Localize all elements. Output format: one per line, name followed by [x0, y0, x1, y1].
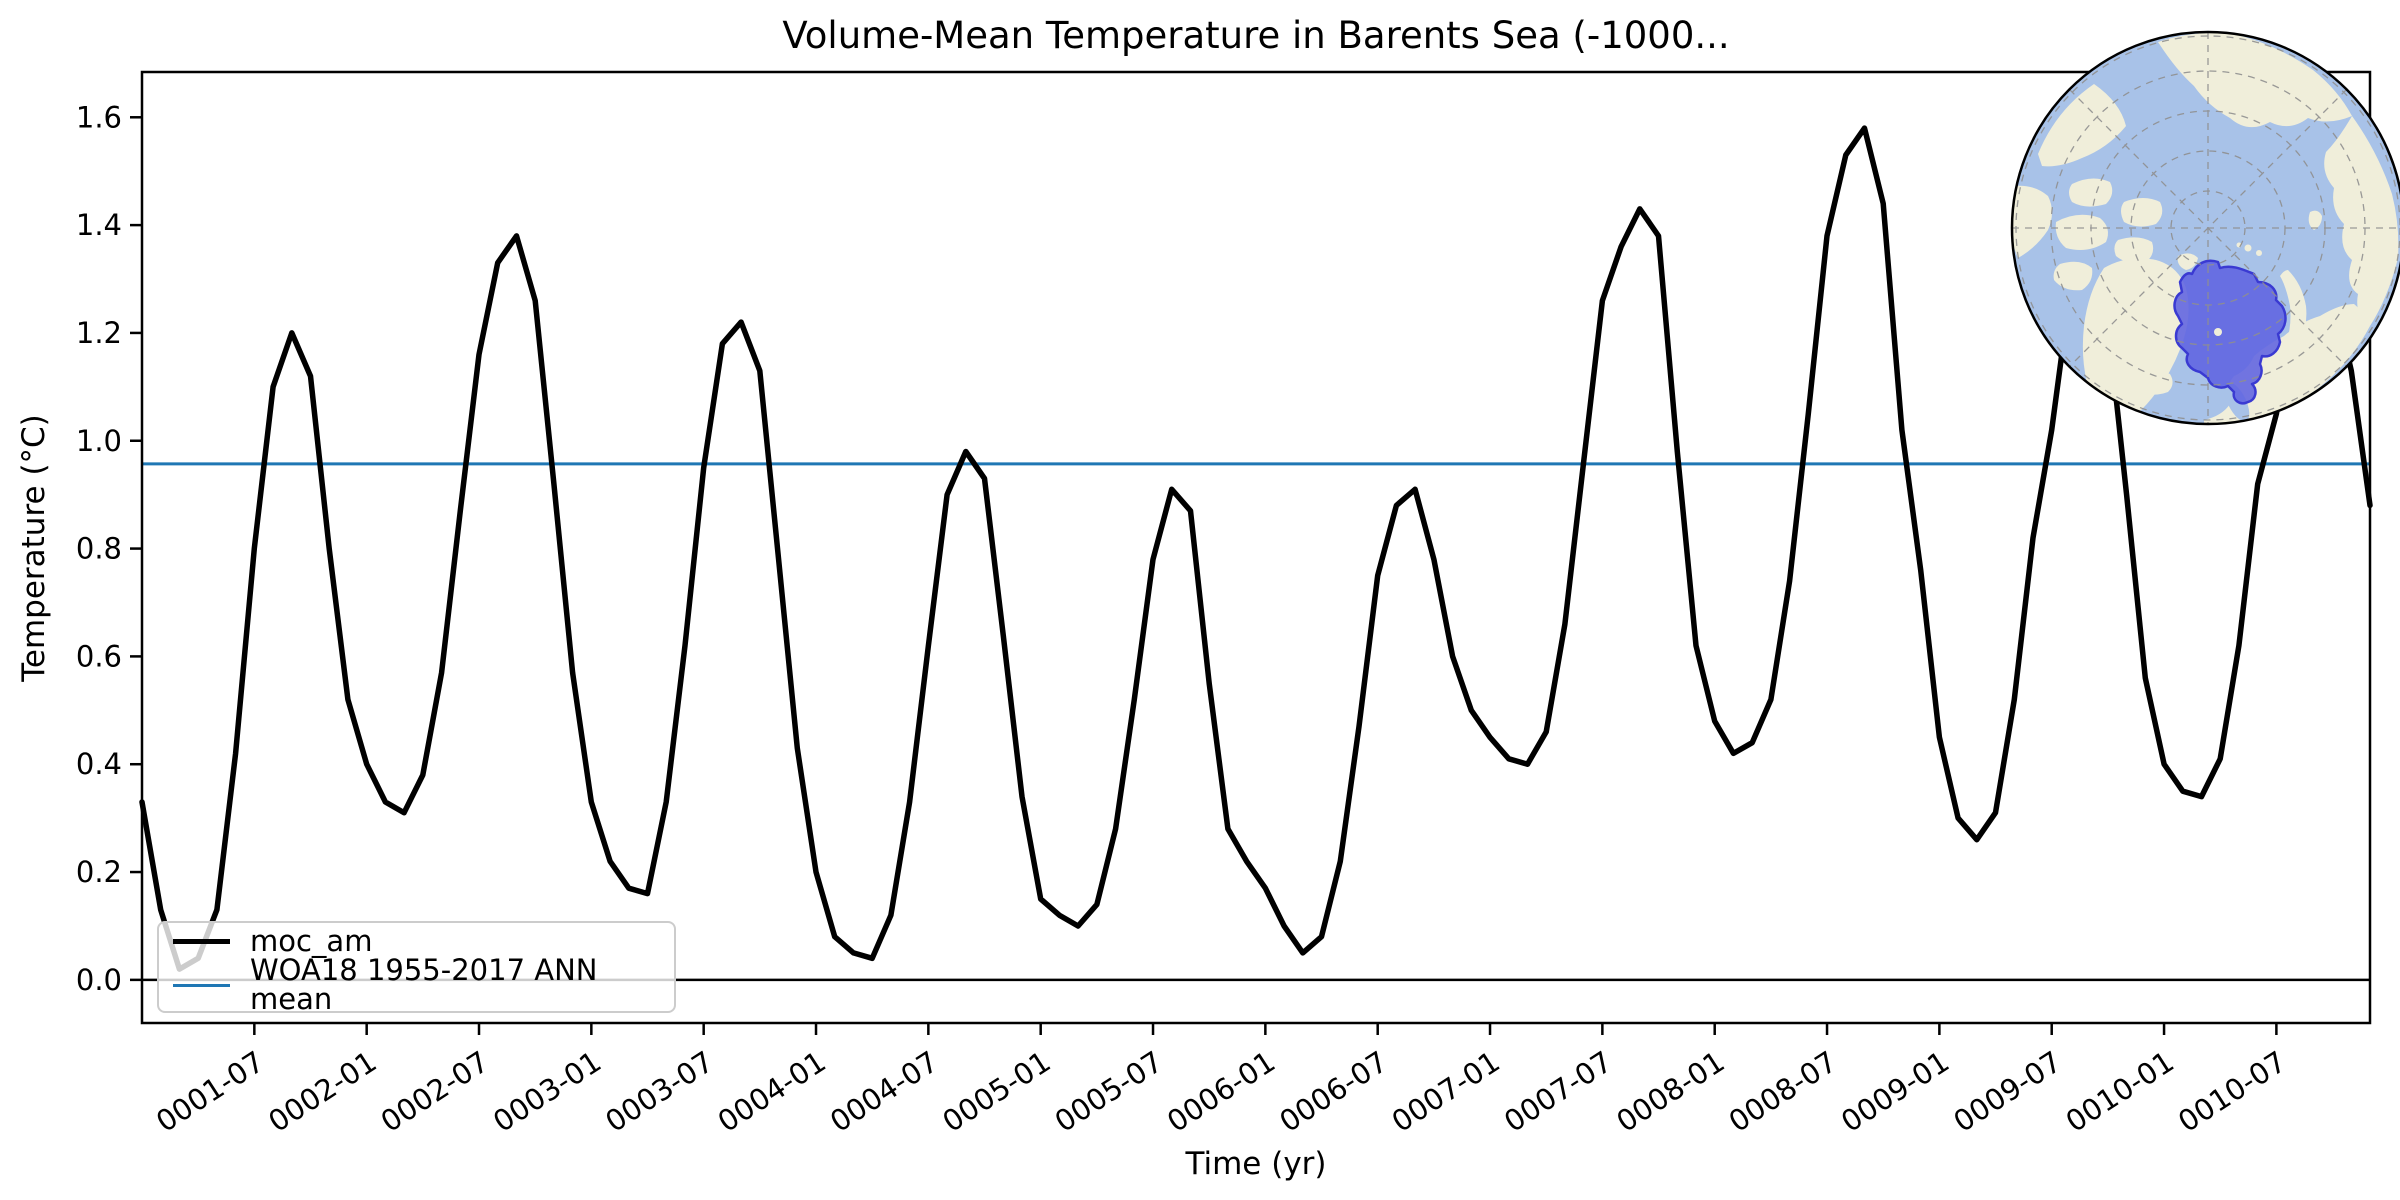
- chart-title: Volume-Mean Temperature in Barents Sea (…: [782, 14, 1730, 57]
- x-tick-label: 0006-01: [1161, 1044, 1281, 1139]
- land-greenland: [2082, 258, 2189, 424]
- land-baffin: [2053, 261, 2093, 291]
- land-iceland: [2136, 371, 2173, 395]
- legend-entry-moc-am: moc_am: [173, 927, 660, 956]
- y-axis-label: Temperature (°C): [16, 414, 52, 682]
- moc-am-line: [139, 125, 2373, 972]
- y-tick-label: 1.0: [76, 424, 122, 458]
- barents-sea-region: [2173, 259, 2287, 405]
- y-tick-label: 0.0: [76, 963, 122, 997]
- x-tick-label: 0007-07: [1498, 1044, 1618, 1139]
- arctic-polar-map-inset: [2010, 30, 2400, 426]
- map-graticule: [2012, 32, 2400, 424]
- land-canadian-island-2: [2069, 178, 2113, 207]
- y-tick-label: 1.6: [76, 100, 122, 134]
- x-tick-label: 0010-01: [2060, 1044, 2180, 1139]
- x-tick-label: 0008-01: [1610, 1044, 1730, 1139]
- land-canadian-island-1: [2055, 214, 2108, 250]
- island-in-region: [2214, 328, 2222, 336]
- y-tick-label: 0.8: [76, 532, 122, 566]
- land-alaska: [2038, 84, 2126, 167]
- legend-label: moc_am: [250, 924, 373, 958]
- map-content: [2012, 32, 2400, 424]
- x-tick-label: 0005-07: [1049, 1044, 1169, 1139]
- land-franz-josef-1: [2244, 244, 2252, 252]
- land-canadian-island-3: [2121, 198, 2163, 227]
- woa18-line-swatch: [173, 983, 230, 987]
- x-tick-label: 0001-07: [150, 1044, 270, 1139]
- x-tick-label: 0010-07: [2172, 1044, 2292, 1139]
- x-tick-label: 0004-07: [824, 1044, 944, 1139]
- x-tick-label: 0004-01: [712, 1044, 832, 1139]
- y-tick-label: 0.6: [76, 639, 122, 673]
- legend-label: WOA18 1955-2017 ANN mean: [250, 953, 598, 1016]
- x-tick-label: 0003-07: [599, 1044, 719, 1139]
- x-tick-label: 0008-07: [1723, 1044, 1843, 1139]
- map-landmasses: [2012, 33, 2399, 424]
- y-tick-label: 1.4: [76, 208, 122, 242]
- x-tick-label: 0007-01: [1386, 1044, 1506, 1139]
- land-franz-josef-2: [2256, 250, 2262, 256]
- y-tick-label: 1.2: [76, 316, 122, 350]
- x-tick-label: 0006-07: [1273, 1044, 1393, 1139]
- land-svalbard: [2177, 253, 2198, 270]
- legend: moc_am WOA18 1955-2017 ANN mean: [157, 921, 676, 1014]
- x-tick-label: 0009-07: [1947, 1044, 2067, 1139]
- x-tick-label: 0009-01: [1835, 1044, 1955, 1139]
- land-canada-mainland: [2012, 185, 2052, 258]
- land-east-siberia: [2158, 33, 2352, 128]
- legend-entry-woa18: WOA18 1955-2017 ANN mean: [173, 956, 660, 1014]
- land-siberia: [2324, 116, 2399, 326]
- land-novaya-zemlya: [2280, 270, 2307, 362]
- y-tick-label: 0.2: [76, 855, 122, 889]
- x-tick-label: 0002-07: [375, 1044, 495, 1139]
- x-tick-label: 0002-01: [262, 1044, 382, 1139]
- x-tick-label: 0005-01: [936, 1044, 1056, 1139]
- y-tick-label: 0.4: [76, 747, 122, 781]
- land-canadian-island-4: [2114, 237, 2154, 264]
- x-axis-label: Time (yr): [1185, 1146, 1327, 1182]
- map-border-circle: [2010, 30, 2400, 426]
- x-tick-label: 0003-01: [487, 1044, 607, 1139]
- moc-am-line-swatch: [173, 938, 230, 945]
- land-severnaya-zemlya: [2308, 210, 2322, 230]
